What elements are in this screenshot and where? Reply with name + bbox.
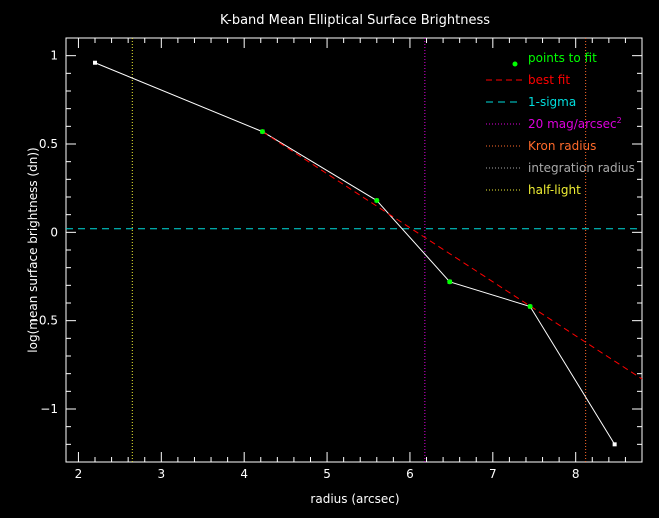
y-tick-label: 0 — [50, 225, 58, 239]
fit-point — [259, 129, 265, 135]
legend-text: points to fit — [528, 51, 597, 65]
profile-point — [93, 60, 98, 65]
legend: points to fit best fit 1-sigma 20 mag/arcse… — [486, 51, 635, 197]
fit-point — [447, 279, 453, 285]
chart-title: K-band Mean Elliptical Surface Brightnes… — [220, 13, 490, 28]
x-tick-label: 4 — [240, 467, 248, 481]
legend-text: 20 mag/arcsec — [528, 117, 617, 131]
x-axis-label: radius (arcsec) — [310, 492, 399, 506]
legend-label-half-light: half-light — [528, 183, 581, 197]
y-tick-label: 0.5 — [39, 137, 58, 151]
x-tick-label: 2 — [75, 467, 83, 481]
profile-line — [94, 62, 616, 445]
y-axis-label: log(mean surface brightness (dn)) — [26, 147, 40, 352]
y-tick-label: −0.5 — [29, 314, 58, 328]
legend-label-1-sigma: 1-sigma — [528, 95, 576, 109]
legend-label-best-fit: best fit — [528, 73, 570, 87]
legend-label-integration-radius: integration radius — [528, 161, 635, 175]
fit-point — [527, 304, 533, 310]
legend-marker-points-to-fit — [512, 61, 518, 67]
legend-text: 1-sigma — [528, 95, 576, 109]
y-tick-label: 1 — [50, 49, 58, 63]
x-tick-label: 7 — [489, 467, 497, 481]
legend-text: integration radius — [528, 161, 635, 175]
x-tick-label: 6 — [406, 467, 414, 481]
profile-point — [612, 442, 617, 447]
x-tick-label: 5 — [323, 467, 331, 481]
x-tick-label: 8 — [572, 467, 580, 481]
x-tick-label: 3 — [157, 467, 165, 481]
legend-label-kron-radius: Kron radius — [528, 139, 596, 153]
legend-text: half-light — [528, 183, 581, 197]
legend-text: best fit — [528, 73, 570, 87]
legend-label-points-to-fit: points to fit — [528, 51, 597, 65]
y-tick-label: −1 — [40, 402, 58, 416]
fit-point — [374, 198, 380, 204]
best-fit-line — [262, 131, 643, 380]
legend-text: Kron radius — [528, 139, 596, 153]
legend-superscript: 2 — [617, 116, 622, 125]
plot-area — [66, 38, 643, 462]
axis-ticks: 2 3 4 5 6 7 8 1 0.5 0 −0.5 −1 — [29, 37, 643, 481]
legend-label-20-mag-arcsec: 20 mag/arcsec2 — [528, 116, 622, 131]
